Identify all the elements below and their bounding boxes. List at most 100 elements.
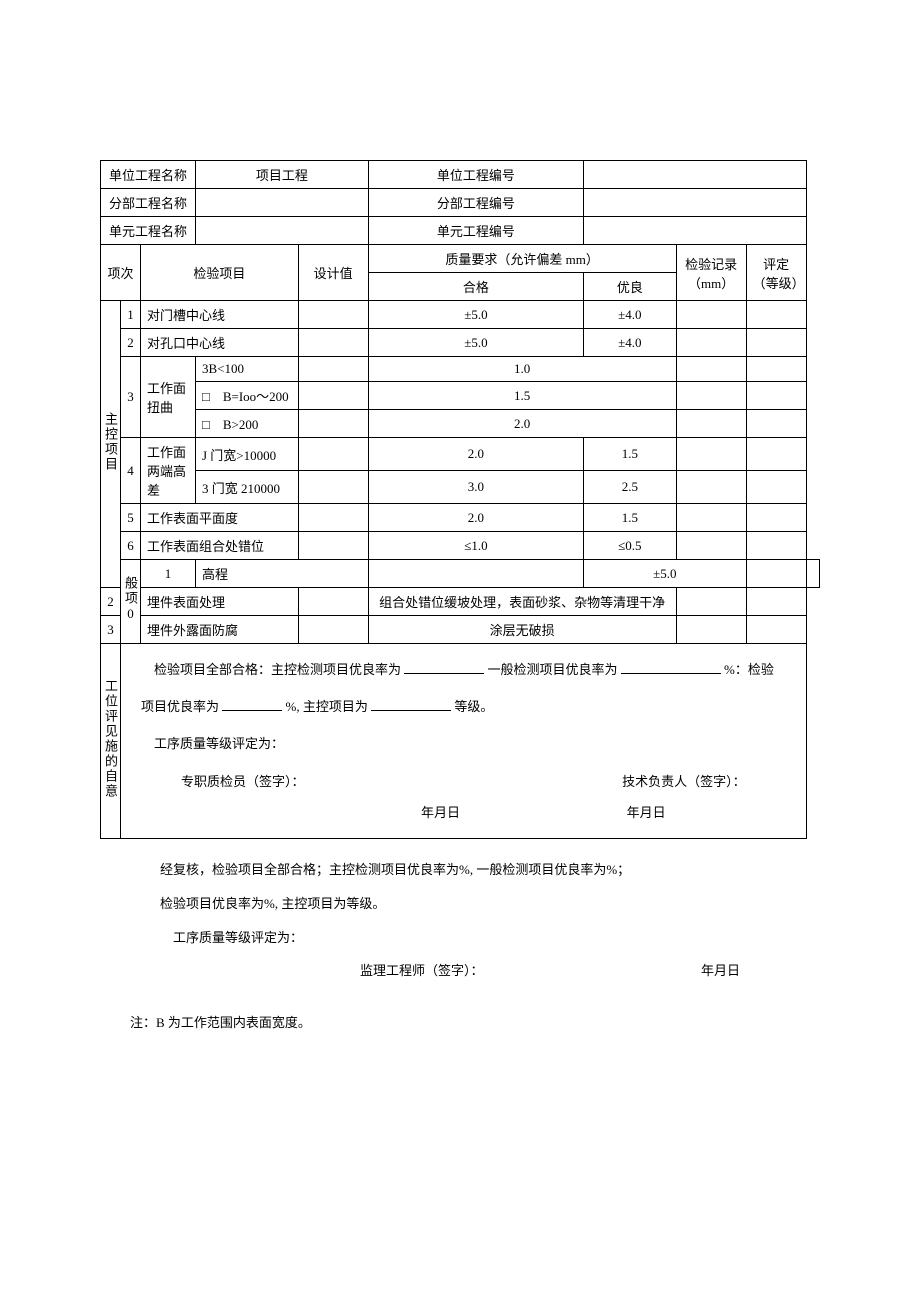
after-date: 年月日 — [701, 954, 740, 988]
r3a-record — [676, 357, 746, 382]
r4b-design — [298, 471, 368, 504]
assess-date2: 年月日 — [627, 797, 666, 828]
r2-record — [676, 329, 746, 357]
row-main-5: 5 工作表面平面度 2.0 1.5 — [101, 504, 820, 532]
section-main-control: 主控项目 — [101, 301, 121, 588]
r3-sub1-value: 1.0 — [368, 357, 676, 382]
assess-sig1: 专职质检员（签字）： — [181, 766, 305, 797]
col-design-value: 设计值 — [298, 245, 368, 301]
r6-rating — [746, 532, 806, 560]
row-general-1: 般项0 1 高程 ±5.0 — [101, 560, 820, 588]
header-row-1: 单位工程名称 项目工程 单位工程编号 — [101, 161, 820, 189]
g3-rating — [746, 616, 806, 644]
after-line3: 工序质量等级评定为： — [160, 921, 760, 955]
g3-record — [676, 616, 746, 644]
after-sig: 监理工程师（签字）： — [360, 954, 484, 988]
header-row-3: 单元工程名称 单元工程编号 — [101, 217, 820, 245]
r3-sub3-label: □ B>200 — [196, 410, 299, 438]
col-qualified: 合格 — [368, 273, 584, 301]
r4a-rating — [746, 438, 806, 471]
r3c-record — [676, 410, 746, 438]
r1-item: 对门槽中心线 — [141, 301, 299, 329]
column-header-row-1: 项次 检验项目 设计值 质量要求（允许偏差 mm） 检验记录（mm） 评定（等级… — [101, 245, 820, 273]
col-item-no: 项次 — [101, 245, 141, 301]
r1-qualified: ±5.0 — [368, 301, 584, 329]
after-line1: 经复核，检验项目全部合格；主控检测项目优良率为%, 一般检测项目优良率为%； — [160, 853, 760, 887]
g1-no: 1 — [141, 560, 196, 588]
g2-merged: 组合处错位缓坡处理，表面砂浆、杂物等清理干净 — [368, 588, 676, 616]
row-main-4a: 4 工作面两端高差 J 门宽>10000 2.0 1.5 — [101, 438, 820, 471]
g2-item: 埋件表面处理 — [141, 588, 299, 616]
assess-l2b: %, 主控项目为 — [286, 699, 368, 714]
assess-sig2: 技术负责人（签字）： — [622, 766, 746, 797]
r2-qualified: ±5.0 — [368, 329, 584, 357]
blank-3 — [222, 698, 282, 711]
r4-sub2-excellent: 2.5 — [584, 471, 676, 504]
unit-project-name-label: 单位工程名称 — [101, 161, 196, 189]
r4-sub2-label: 3 门宽 210000 — [196, 471, 299, 504]
r3b-record — [676, 382, 746, 410]
row-general-2: 2 埋件表面处理 组合处错位缓坡处理，表面砂浆、杂物等清理干净 — [101, 588, 820, 616]
r2-design — [298, 329, 368, 357]
r3b-design — [298, 382, 368, 410]
assess-l1c: %：检验 — [724, 662, 774, 677]
blank-1 — [404, 661, 484, 674]
unit-project-name-value: 项目工程 — [196, 161, 369, 189]
r1-no: 1 — [121, 301, 141, 329]
r4-item: 工作面两端高差 — [141, 438, 196, 504]
sub-project-name-label: 分部工程名称 — [101, 189, 196, 217]
row-main-3b: □ B=Ioo～200 1.5 — [101, 382, 820, 410]
r3-no: 3 — [121, 357, 141, 438]
r3c-design — [298, 410, 368, 438]
r3-sub1-label: 3B<100 — [196, 357, 299, 382]
r1-record — [676, 301, 746, 329]
r4-sub1-qualified: 2.0 — [368, 438, 584, 471]
g1-rating — [806, 560, 819, 588]
g2-no: 2 — [101, 588, 121, 616]
after-table-block: 经复核，检验项目全部合格；主控检测项目优良率为%, 一般检测项目优良率为%； 检… — [100, 839, 820, 1002]
r5-qualified: 2.0 — [368, 504, 584, 532]
assess-l1a: 检验项目全部合格：主控检测项目优良率为 — [141, 662, 401, 677]
r3-item: 工作面扭曲 — [141, 357, 196, 438]
r4-sub1-label: J 门宽>10000 — [196, 438, 299, 471]
after-line2: 检验项目优良率为%, 主控项目为等级。 — [160, 887, 760, 921]
row-main-1: 主控项目 1 对门槽中心线 ±5.0 ±4.0 — [101, 301, 820, 329]
g1-merged: ±5.0 — [584, 560, 746, 588]
blank-4 — [371, 698, 451, 711]
element-project-name-label: 单元工程名称 — [101, 217, 196, 245]
g1-record — [746, 560, 806, 588]
g3-item: 埋件外露面防腐 — [141, 616, 299, 644]
r5-no: 5 — [121, 504, 141, 532]
r5-rating — [746, 504, 806, 532]
r6-design — [298, 532, 368, 560]
sub-project-no-value — [584, 189, 806, 217]
assess-l1b: 一般检测项目优良率为 — [488, 662, 618, 677]
element-project-no-label: 单元工程编号 — [368, 217, 584, 245]
col-record: 检验记录（mm） — [676, 245, 746, 301]
section-assessment: 工位评见施的自意 — [101, 644, 121, 839]
r1-excellent: ±4.0 — [584, 301, 676, 329]
r6-record — [676, 532, 746, 560]
r3b-rating — [746, 382, 806, 410]
g1-item: 高程 — [196, 560, 369, 588]
header-row-2: 分部工程名称 分部工程编号 — [101, 189, 820, 217]
assess-date1: 年月日 — [421, 797, 460, 828]
g2-record — [676, 588, 746, 616]
r1-rating — [746, 301, 806, 329]
sub-project-no-label: 分部工程编号 — [368, 189, 584, 217]
assess-l2c: 等级。 — [454, 699, 493, 714]
r3a-design — [298, 357, 368, 382]
col-quality-req: 质量要求（允许偏差 mm） — [368, 245, 676, 273]
r5-record — [676, 504, 746, 532]
element-project-no-value — [584, 217, 806, 245]
note: 注：B 为工作范围内表面宽度。 — [100, 1002, 820, 1031]
blank-2 — [621, 661, 721, 674]
r3-sub2-value: 1.5 — [368, 382, 676, 410]
r3-sub2-label: □ B=Ioo～200 — [196, 382, 299, 410]
main-table: 单位工程名称 项目工程 单位工程编号 分部工程名称 分部工程编号 单元工程名称 … — [100, 160, 820, 839]
r3a-rating — [746, 357, 806, 382]
unit-project-no-label: 单位工程编号 — [368, 161, 584, 189]
g1-design — [368, 560, 584, 588]
assessment-content: 检验项目全部合格：主控检测项目优良率为 一般检测项目优良率为 %：检验 项目优良… — [121, 644, 807, 839]
r3c-rating — [746, 410, 806, 438]
